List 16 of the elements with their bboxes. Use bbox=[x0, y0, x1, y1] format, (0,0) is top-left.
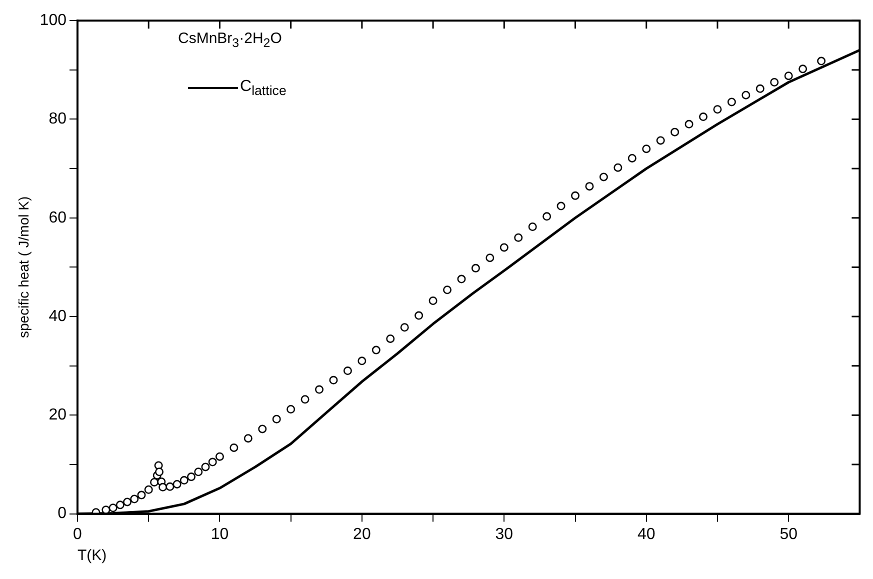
x-axis-title: T(K) bbox=[77, 547, 107, 564]
y-axis-title: specific heat ( J/mol K) bbox=[15, 196, 32, 338]
x-tick-label: 40 bbox=[637, 526, 656, 543]
x-tick-label: 50 bbox=[780, 526, 798, 543]
y-tick-label: 0 bbox=[58, 505, 67, 522]
y-tick-label: 60 bbox=[48, 209, 67, 226]
x-tick-label: 0 bbox=[73, 526, 82, 543]
annotation: CsMnBr$_{3}$·2H$_{2}$O bbox=[178, 30, 282, 50]
y-tick-label: 80 bbox=[48, 110, 67, 128]
x-tick-label: 30 bbox=[495, 526, 514, 543]
x-tick-label: 10 bbox=[210, 526, 229, 543]
y-tick-label: 100 bbox=[40, 12, 67, 30]
y-tick-label: 20 bbox=[48, 406, 67, 424]
y-tick-label: 40 bbox=[48, 308, 67, 325]
legend-label: C$_{lattice}$ bbox=[240, 78, 286, 98]
x-tick-label: 20 bbox=[353, 526, 371, 543]
